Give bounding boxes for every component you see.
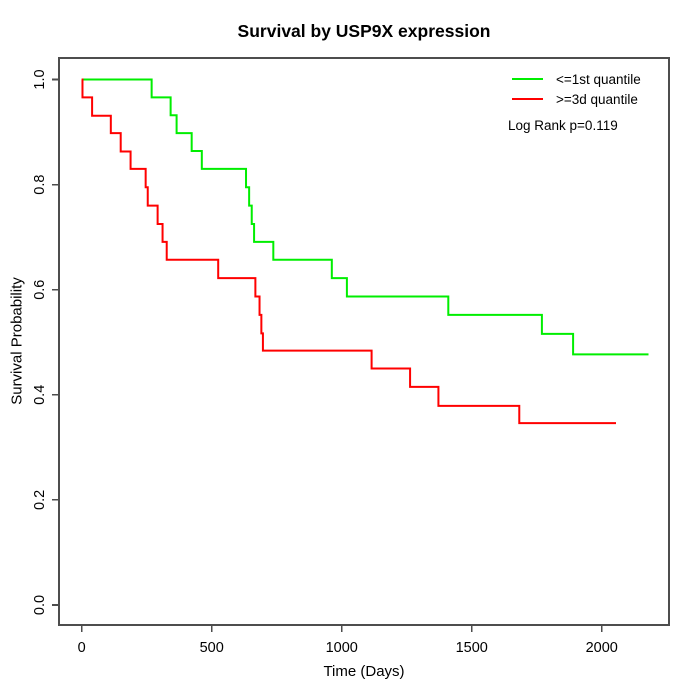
legend-label-high-expression: >=3d quantile — [556, 91, 638, 107]
x-tick-label: 2000 — [586, 640, 618, 656]
legend-label-low-expression: <=1st quantile — [556, 71, 641, 87]
y-axis-label: Survival Probability — [8, 277, 26, 405]
y-tick-label: 0.8 — [32, 175, 48, 195]
survival-curve-0 — [81, 78, 649, 356]
x-tick-label: 0 — [78, 640, 86, 656]
x-tick-label: 500 — [200, 640, 224, 656]
y-tick-label: 0.0 — [32, 595, 48, 615]
y-tick-label: 0.2 — [32, 490, 48, 510]
logrank-pvalue-annotation: Log Rank p=0.119 — [508, 118, 618, 133]
legend-line-green-icon — [512, 78, 543, 80]
x-tick-label: 1500 — [456, 640, 488, 656]
x-axis-label: Time (Days) — [323, 663, 405, 680]
y-tick-label: 0.6 — [32, 280, 48, 300]
legend-item-high-expression: >=3d quantile — [508, 89, 641, 109]
legend-line-red-icon — [512, 98, 543, 100]
y-tick-label: 1.0 — [32, 69, 48, 89]
y-tick-label: 0.4 — [32, 385, 48, 405]
chart-title: Survival by USP9X expression — [237, 21, 491, 41]
survival-curve-1 — [81, 78, 616, 425]
plot-frame — [58, 57, 670, 626]
legend: <=1st quantile >=3d quantile Log Rank p=… — [508, 69, 641, 134]
x-tick-label: 1000 — [326, 640, 358, 656]
legend-item-low-expression: <=1st quantile — [508, 69, 641, 89]
